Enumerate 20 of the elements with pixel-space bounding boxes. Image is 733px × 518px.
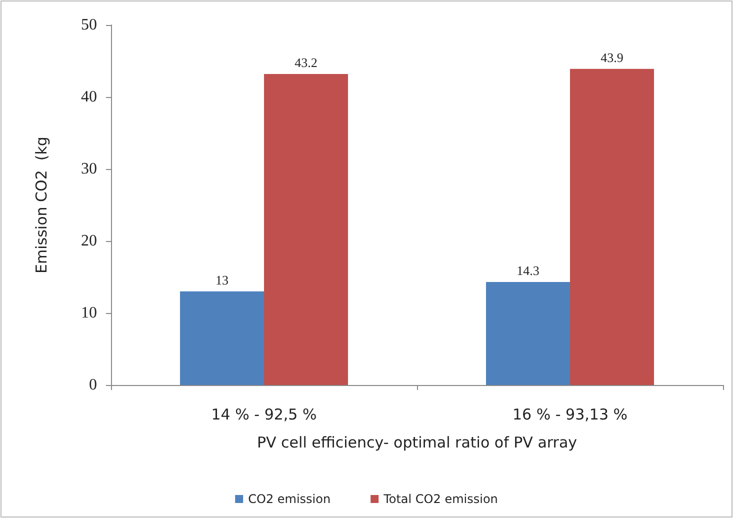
legend-label: CO2 emission — [248, 492, 331, 506]
y-tick-label: 20 — [81, 232, 97, 250]
x-tick-label: 16 % - 93,13 % — [512, 406, 628, 424]
bar — [264, 74, 348, 385]
data-label: 43.2 — [294, 54, 318, 70]
y-tick-label: 30 — [81, 160, 97, 178]
data-label: 14.3 — [516, 263, 540, 278]
y-tick-label: 10 — [81, 304, 97, 322]
data-label: 43.9 — [600, 50, 624, 65]
x-tick-label: 14 % - 92,5 % — [211, 406, 317, 424]
bar — [570, 68, 654, 385]
legend-label: Total CO2 emission — [382, 492, 498, 506]
y-tick-label: 0 — [89, 376, 97, 394]
y-axis-title: Emission CO2 (kg — [32, 136, 50, 274]
bar — [486, 282, 570, 385]
bar — [180, 291, 264, 385]
x-axis-title: PV cell efficiency- optimal ratio of PV array — [256, 434, 578, 452]
data-label: 13 — [216, 272, 228, 288]
y-tick-label: 50 — [81, 16, 97, 34]
y-tick-label: 40 — [81, 88, 97, 106]
